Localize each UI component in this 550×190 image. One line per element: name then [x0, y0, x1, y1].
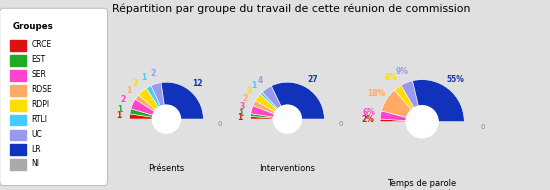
Bar	[10, 70, 26, 81]
Wedge shape	[394, 85, 414, 110]
Text: 18%: 18%	[367, 89, 386, 98]
Wedge shape	[131, 99, 155, 115]
Text: SER: SER	[31, 70, 46, 79]
Text: 27: 27	[307, 75, 318, 84]
Text: Présents: Présents	[148, 164, 184, 173]
Circle shape	[273, 105, 301, 133]
Text: 1: 1	[118, 105, 123, 114]
Text: RDSE: RDSE	[31, 85, 52, 94]
Bar	[10, 85, 26, 96]
Text: 0: 0	[218, 121, 222, 127]
Bar	[10, 40, 26, 51]
Bar	[107, 119, 226, 139]
Wedge shape	[135, 95, 156, 112]
Text: 2: 2	[120, 95, 126, 104]
Bar	[228, 119, 346, 139]
Wedge shape	[251, 106, 274, 117]
Wedge shape	[260, 92, 278, 110]
Ellipse shape	[280, 118, 294, 129]
Text: 1: 1	[251, 81, 256, 90]
Text: NI: NI	[31, 159, 39, 168]
Text: 4: 4	[258, 76, 263, 85]
Wedge shape	[139, 88, 159, 110]
Text: 1: 1	[126, 86, 131, 95]
Text: 55%: 55%	[447, 75, 465, 84]
Text: Temps de parole
(mots prononcés): Temps de parole (mots prononcés)	[385, 179, 459, 190]
Wedge shape	[262, 86, 281, 109]
Wedge shape	[382, 90, 411, 118]
Wedge shape	[146, 86, 161, 107]
Wedge shape	[130, 109, 153, 117]
Wedge shape	[255, 94, 277, 112]
Text: 1: 1	[117, 111, 122, 120]
Wedge shape	[253, 101, 275, 114]
Text: 2: 2	[150, 69, 156, 78]
Text: LR: LR	[31, 145, 41, 154]
Text: Groupes: Groupes	[13, 22, 54, 31]
Bar	[355, 122, 490, 145]
Wedge shape	[380, 111, 406, 121]
Text: RDPI: RDPI	[31, 100, 50, 109]
Text: 1: 1	[141, 73, 146, 82]
Text: Interventions: Interventions	[260, 164, 315, 173]
Text: 12: 12	[192, 79, 202, 88]
Ellipse shape	[160, 118, 173, 129]
Text: Répartition par groupe du travail de cette réunion de commission: Répartition par groupe du travail de cet…	[112, 4, 471, 14]
Text: CRCE: CRCE	[31, 40, 52, 49]
Bar	[10, 159, 26, 170]
Text: 6%: 6%	[362, 108, 376, 117]
Bar	[10, 100, 26, 111]
Text: 2%: 2%	[362, 116, 375, 124]
Text: 3: 3	[239, 102, 244, 111]
Bar	[10, 130, 26, 140]
Text: EST: EST	[31, 55, 45, 64]
Text: 2: 2	[242, 94, 248, 103]
Text: 1: 1	[238, 109, 243, 118]
Text: 1: 1	[238, 113, 243, 122]
Wedge shape	[129, 114, 152, 119]
Wedge shape	[412, 80, 464, 122]
Wedge shape	[251, 114, 273, 118]
Text: UC: UC	[31, 130, 42, 139]
Ellipse shape	[414, 121, 430, 133]
Circle shape	[417, 112, 427, 123]
Circle shape	[283, 111, 292, 120]
Circle shape	[162, 111, 171, 120]
Circle shape	[152, 105, 180, 133]
Circle shape	[406, 106, 438, 138]
Wedge shape	[250, 116, 273, 119]
Text: 3: 3	[247, 87, 252, 96]
Text: 0: 0	[481, 124, 486, 130]
Text: 6%: 6%	[384, 74, 397, 82]
Bar	[10, 145, 26, 155]
Text: 2: 2	[133, 79, 138, 88]
FancyBboxPatch shape	[0, 8, 108, 185]
Bar	[10, 115, 26, 125]
Wedge shape	[151, 83, 164, 106]
Text: RTLI: RTLI	[31, 115, 47, 124]
Wedge shape	[401, 81, 419, 108]
Wedge shape	[380, 119, 406, 122]
Wedge shape	[271, 82, 324, 119]
Wedge shape	[161, 82, 204, 119]
Text: 0: 0	[339, 121, 343, 127]
Text: 9%: 9%	[396, 67, 409, 76]
Bar	[10, 55, 26, 66]
